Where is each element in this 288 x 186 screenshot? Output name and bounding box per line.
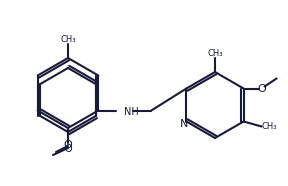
Text: O: O <box>64 140 72 150</box>
Text: CH₃: CH₃ <box>262 122 277 131</box>
Text: O: O <box>64 144 72 154</box>
Text: CH₃: CH₃ <box>207 49 223 57</box>
Text: CH₃: CH₃ <box>60 34 76 44</box>
Text: NH: NH <box>124 107 139 116</box>
Text: O: O <box>257 84 266 94</box>
Text: N: N <box>180 118 189 129</box>
